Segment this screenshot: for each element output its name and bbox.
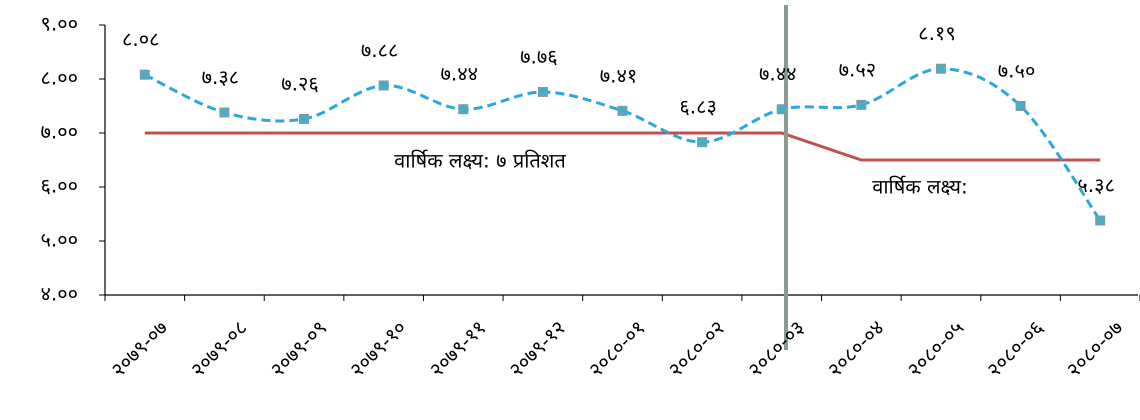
marker xyxy=(935,63,946,74)
x-tick-label: २०७९-१२ xyxy=(504,315,570,381)
marker xyxy=(219,107,230,118)
value-label: ५.३८ xyxy=(1077,173,1115,197)
value-label: ७.५२ xyxy=(839,57,877,81)
marker xyxy=(537,86,548,97)
value-label: ६.८३ xyxy=(679,95,717,119)
y-tick-label: ९.०० xyxy=(40,12,78,36)
value-label: ७.७६ xyxy=(520,44,558,68)
x-tick-label: २०७९-०९ xyxy=(265,315,331,381)
y-tick-label: ८.०० xyxy=(40,66,78,90)
value-label: ७.४१ xyxy=(600,63,638,87)
x-tick-label: २०८०-०२ xyxy=(663,315,729,381)
y-tick-label: ७.०० xyxy=(40,120,78,144)
y-tick-label: ६.०० xyxy=(40,174,78,198)
marker xyxy=(617,105,628,116)
value-label: ७.८८ xyxy=(361,38,399,62)
x-tick-label: २०८०-०३ xyxy=(743,315,809,381)
marker xyxy=(378,80,389,91)
y-tick-label: ४.०० xyxy=(40,282,78,306)
value-label: ७.२६ xyxy=(281,71,319,95)
annotation: वार्षिक लक्ष्य: ७ प्रतिशत xyxy=(394,149,566,173)
marker xyxy=(299,113,310,124)
x-tick-label: २०८०-०६ xyxy=(982,315,1048,381)
value-label: ७.५० xyxy=(998,59,1036,83)
marker xyxy=(697,137,708,148)
x-tick-label: २०८०-०५ xyxy=(902,315,968,381)
marker xyxy=(856,99,867,110)
x-tick-label: २०८०-०७ xyxy=(1061,315,1127,381)
x-tick-label: २०७९-१० xyxy=(345,315,411,381)
x-tick-label: २०७९-११ xyxy=(424,315,490,381)
x-tick-label: २०८०-०१ xyxy=(584,315,650,381)
target-line xyxy=(144,131,1101,162)
value-label: ८.०८ xyxy=(122,27,160,51)
value-label: ८.१९ xyxy=(918,21,956,45)
annotation: वार्षिक लक्ष्य: xyxy=(872,175,968,199)
marker xyxy=(139,69,150,80)
value-label: ७.४४ xyxy=(440,62,478,86)
marker xyxy=(1095,215,1106,226)
x-tick-label: २०८०-०४ xyxy=(823,315,889,381)
value-label: ७.४४ xyxy=(759,62,797,86)
marker xyxy=(776,104,787,115)
value-label: ७.३८ xyxy=(202,65,240,89)
marker xyxy=(458,104,469,115)
marker xyxy=(1015,101,1026,111)
x-tick-label: २०७९-०७ xyxy=(106,315,172,381)
x-tick-label: २०७९-०८ xyxy=(186,315,252,381)
y-tick-label: ५.०० xyxy=(40,228,78,252)
